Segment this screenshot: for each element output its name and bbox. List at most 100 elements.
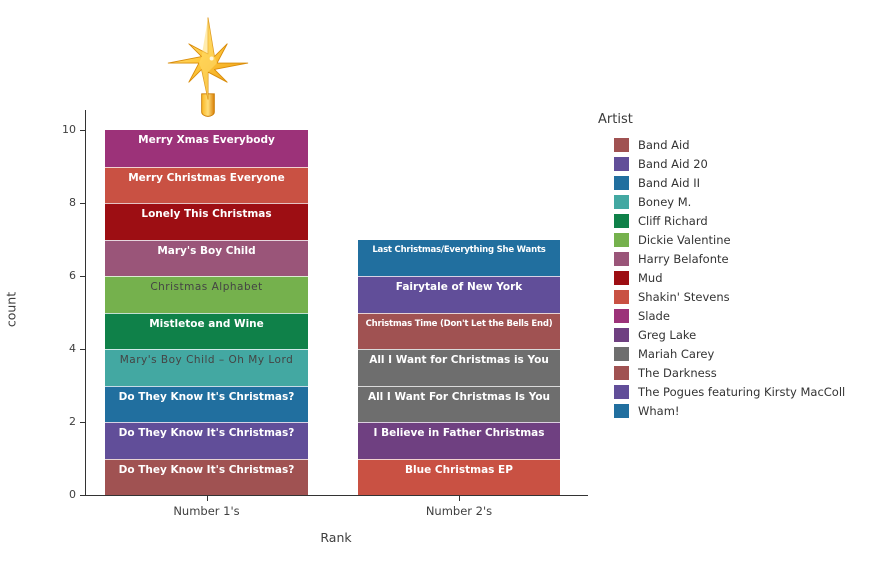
- bar-segment-label: Blue Christmas EP: [405, 463, 513, 476]
- legend-swatch: [614, 346, 629, 361]
- legend-item-label: Greg Lake: [638, 327, 697, 342]
- legend-swatch: [614, 251, 629, 266]
- bar-segment[interactable]: Fairytale of New York: [358, 276, 560, 313]
- bar-segment[interactable]: Do They Know It's Christmas?: [105, 422, 308, 459]
- bar-segment[interactable]: Christmas Time (Don't Let the Bells End): [358, 312, 560, 349]
- bar-segment-label: Do They Know It's Christmas?: [118, 427, 295, 439]
- bar-segment-label: Do They Know It's Christmas?: [118, 390, 295, 403]
- bar-segment-label: Last Christmas/Everything She Wants: [372, 244, 546, 255]
- bar-segment[interactable]: Merry Xmas Everybody: [105, 130, 308, 167]
- bar-segment-label: Mary's Boy Child – Oh My Lord: [119, 354, 294, 366]
- bar-segment-label: Merry Christmas Everyone: [128, 171, 285, 184]
- bar-segment[interactable]: Do They Know It's Christmas?: [105, 458, 308, 495]
- legend-swatch: [614, 232, 629, 247]
- legend-item-label: Shakin' Stevens: [638, 289, 730, 304]
- legend-swatch: [614, 137, 629, 152]
- bar-segment-label: I Believe in Father Christmas: [373, 427, 545, 439]
- y-tick-label: 4: [69, 342, 76, 355]
- legend-item[interactable]: Band Aid 20: [598, 154, 845, 173]
- bar-segment-label: Christmas Time (Don't Let the Bells End): [365, 318, 553, 329]
- y-tick-mark: [80, 130, 85, 131]
- christmas-star-icon: [162, 16, 254, 120]
- legend-item[interactable]: The Pogues featuring Kirsty MacColl: [598, 382, 845, 401]
- legend-item[interactable]: Wham!: [598, 401, 845, 420]
- legend-item-label: Boney M.: [638, 194, 692, 209]
- legend-item[interactable]: Mariah Carey: [598, 344, 845, 363]
- bar-segment-label: Do They Know It's Christmas?: [118, 463, 295, 476]
- bar-segment[interactable]: Mistletoe and Wine: [105, 312, 308, 349]
- bar-segment[interactable]: Lonely This Christmas: [105, 203, 308, 240]
- y-tick-label: 0: [69, 488, 76, 501]
- legend-swatch: [614, 327, 629, 342]
- bar-segment[interactable]: All I Want for Christmas is You: [358, 349, 560, 386]
- legend-item[interactable]: Harry Belafonte: [598, 249, 845, 268]
- bar-segment-label: Christmas Alphabet: [150, 281, 263, 293]
- legend-item[interactable]: The Darkness: [598, 363, 845, 382]
- legend-item[interactable]: Greg Lake: [598, 325, 845, 344]
- legend-swatch: [614, 403, 629, 418]
- bar-segment[interactable]: Do They Know It's Christmas?: [105, 385, 308, 422]
- bar-segment-label: Mary's Boy Child: [157, 244, 256, 257]
- legend-item-label: Band Aid II: [638, 175, 700, 190]
- legend-item-label: Wham!: [638, 403, 680, 418]
- bar-segment-label: Merry Xmas Everybody: [138, 134, 275, 146]
- legend-item-label: Slade: [638, 308, 670, 323]
- bar-stack-2: Last Christmas/Everything She Wants Fairy…: [358, 239, 560, 495]
- x-tick-mark: [206, 496, 208, 501]
- legend-item[interactable]: Boney M.: [598, 192, 845, 211]
- y-tick-mark: [80, 349, 85, 350]
- bar-segment-label: All I Want for Christmas is You: [369, 354, 549, 366]
- legend-title: Artist: [598, 112, 633, 127]
- legend-item[interactable]: Mud: [598, 268, 845, 287]
- legend-item-label: The Pogues featuring Kirsty MacColl: [638, 384, 846, 399]
- bar-segment[interactable]: Mary's Boy Child – Oh My Lord: [105, 349, 308, 386]
- bar-segment[interactable]: All I Want For Christmas Is You: [358, 385, 560, 422]
- bar-segment-label: Fairytale of New York: [395, 281, 523, 293]
- legend-swatch: [614, 213, 629, 228]
- legend-item[interactable]: Band Aid: [598, 135, 845, 154]
- legend-swatch: [614, 365, 629, 380]
- bar-segment[interactable]: Mary's Boy Child: [105, 239, 308, 276]
- bar-segment[interactable]: I Believe in Father Christmas: [358, 422, 560, 459]
- legend: Artist Band Aid Band Aid 20 Band Aid II Bon…: [598, 112, 845, 420]
- x-axis-line: [85, 495, 588, 496]
- legend-item-label: Harry Belafonte: [638, 251, 729, 266]
- bar-segment[interactable]: Merry Christmas Everyone: [105, 166, 308, 203]
- legend-item-label: The Darkness: [638, 365, 717, 380]
- legend-swatch: [614, 175, 629, 190]
- x-tick-label: Number 1's: [173, 504, 240, 518]
- legend-item[interactable]: Dickie Valentine: [598, 230, 845, 249]
- legend-item-label: Band Aid: [638, 137, 690, 152]
- y-tick-label: 10: [62, 123, 76, 136]
- legend-item-label: Cliff Richard: [638, 213, 708, 228]
- y-tick-mark: [80, 495, 85, 496]
- legend-swatch: [614, 194, 629, 209]
- legend-item-label: Band Aid 20: [638, 156, 708, 171]
- legend-item-label: Mud: [638, 270, 663, 285]
- legend-item[interactable]: Slade: [598, 306, 845, 325]
- bar-segment[interactable]: Blue Christmas EP: [358, 458, 560, 495]
- legend-swatch: [614, 270, 629, 285]
- legend-item-label: Dickie Valentine: [638, 232, 731, 247]
- legend-swatch: [614, 384, 629, 399]
- x-axis-label: Rank: [320, 530, 352, 545]
- bar-segment-label: All I Want For Christmas Is You: [367, 390, 551, 403]
- y-tick-mark: [80, 276, 85, 277]
- bar-stack-1: Merry Xmas Everybody Merry Christmas Ever…: [105, 130, 308, 495]
- bar-segment[interactable]: Christmas Alphabet: [105, 276, 308, 313]
- legend-item[interactable]: Cliff Richard: [598, 211, 845, 230]
- legend-item[interactable]: Shakin' Stevens: [598, 287, 845, 306]
- legend-swatch: [614, 289, 629, 304]
- x-tick-label: Number 2's: [425, 504, 493, 518]
- legend-swatch: [614, 308, 629, 323]
- bar-segment[interactable]: Last Christmas/Everything She Wants: [358, 239, 560, 276]
- legend-swatch: [614, 156, 629, 171]
- legend-item[interactable]: Band Aid II: [598, 173, 845, 192]
- x-tick-mark: [459, 496, 460, 501]
- y-tick-label: 8: [69, 196, 76, 209]
- bar-segment-label: Lonely This Christmas: [141, 208, 272, 220]
- y-axis-line: [85, 110, 86, 496]
- y-tick-label: 6: [69, 269, 76, 282]
- bar-segment-label: Mistletoe and Wine: [149, 317, 264, 330]
